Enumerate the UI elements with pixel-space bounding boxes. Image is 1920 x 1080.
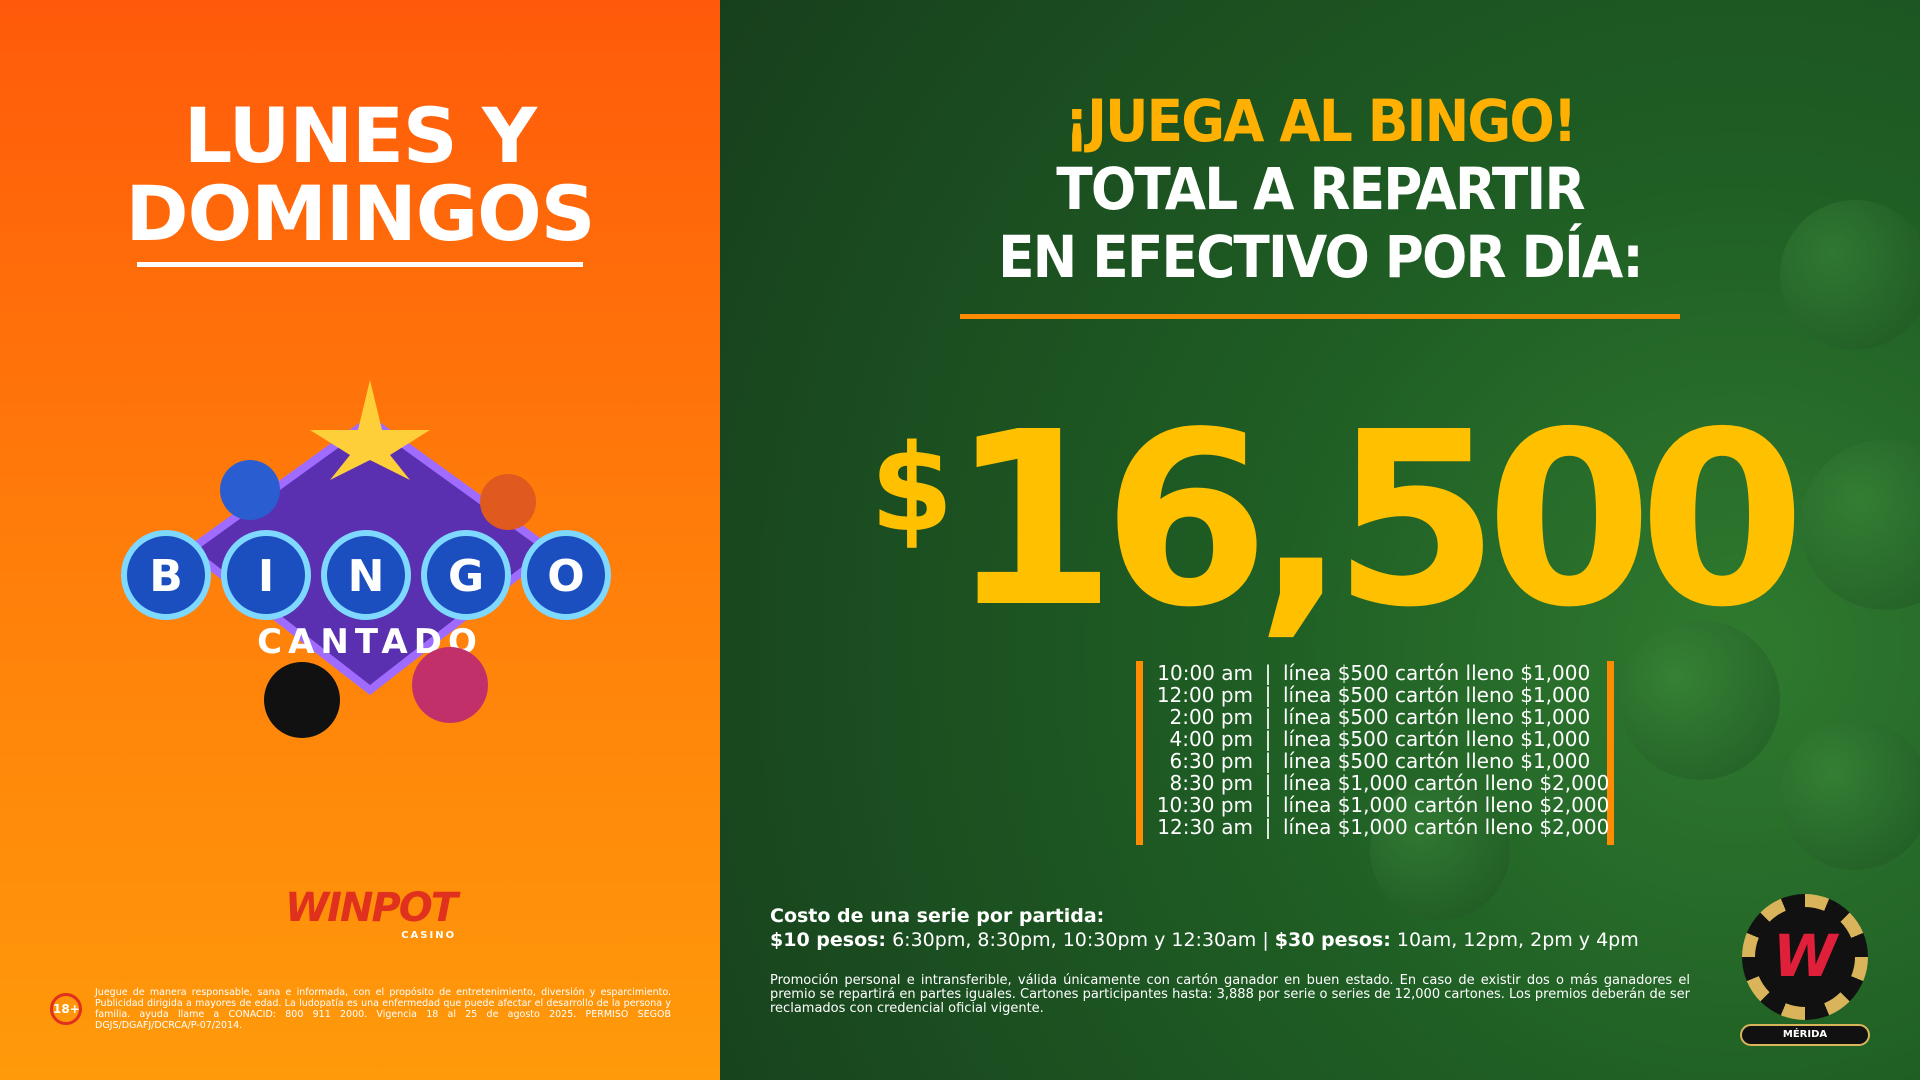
winpot-logo-text: WINPOT (285, 885, 458, 931)
cost-30-label: $30 pesos: (1274, 929, 1391, 951)
schedule-prize: línea $500 cartón lleno $1,000 (1283, 661, 1591, 685)
location-label: MÉRIDA (1740, 1024, 1870, 1046)
logo-letter-n: N (348, 551, 385, 602)
cost-heading: Costo de una serie por partida: (770, 905, 1105, 927)
schedule-row: 10:30 pm | línea $1,000 cartón lleno $2,00… (1130, 794, 1609, 816)
bingo-ball-bg-icon (1800, 440, 1920, 610)
schedule-time: 12:00 pm (1156, 683, 1253, 707)
schedule-divider: | (1264, 661, 1272, 685)
promo-subtitle-2: EN EFECTIVO POR DÍA: (998, 223, 1644, 291)
schedule-time: 2:00 pm (1169, 705, 1253, 729)
bingo-ball-bg-icon (1780, 200, 1920, 350)
promo-terms: Promoción personal e intransferible, vál… (770, 973, 1691, 1016)
eight-ball-icon (264, 662, 340, 738)
schedule-prize: línea $1,000 cartón lleno $2,000 (1283, 793, 1610, 817)
headline-line-2: DOMINGOS (125, 169, 596, 258)
logo-letter-o: O (547, 551, 584, 602)
schedule-row: 2:00 pm | línea $500 cartón lleno $1,000 (1130, 706, 1609, 728)
cost-info: Costo de una serie por partida: $10 peso… (770, 904, 1639, 952)
schedule-right-bar (1607, 661, 1614, 845)
schedule-prize: línea $1,000 cartón lleno $2,000 (1283, 815, 1610, 839)
schedule-prize: línea $1,000 cartón lleno $2,000 (1283, 771, 1610, 795)
schedule-left-bar (1136, 661, 1143, 845)
cost-10-times: 6:30pm, 8:30pm, 10:30pm y 12:30am (892, 929, 1257, 951)
schedule-time: 10:00 am (1157, 661, 1253, 685)
headline-underline (137, 262, 583, 267)
schedule-time: 4:00 pm (1169, 727, 1253, 751)
promo-title: ¡JUEGA AL BINGO! (1064, 87, 1578, 155)
cost-30-times: 10am, 12pm, 2pm y 4pm (1396, 929, 1639, 951)
right-panel: ¡JUEGA AL BINGO! TOTAL A REPARTIR EN EFE… (720, 0, 1920, 1080)
bingo-ball-bg-icon (1370, 780, 1510, 920)
bingo-cantado-logo: B I N G O CANTADO (121, 380, 611, 738)
age-18-badge: 18+ (50, 993, 82, 1025)
schedule-divider: | (1264, 727, 1272, 751)
amount-currency: $ (870, 420, 953, 559)
headline-line-1: LUNES Y (183, 91, 537, 180)
star-icon (310, 380, 430, 480)
schedule-divider: | (1264, 793, 1272, 817)
logo-letter-b: B (149, 551, 183, 602)
total-amount: $16,500 (870, 400, 1806, 640)
title-underline (960, 314, 1680, 319)
logo-letter-g: G (448, 551, 484, 602)
schedule-time: 8:30 pm (1169, 771, 1253, 795)
schedule-prize: línea $500 cartón lleno $1,000 (1283, 705, 1591, 729)
left-panel: LUNES Y DOMINGOS B I N G O CANTADO WINPO… (0, 0, 720, 1080)
schedule-divider: | (1264, 683, 1272, 707)
disclaimer-text: Juegue de manera responsable, sana e inf… (95, 987, 671, 1031)
schedule-divider: | (1264, 705, 1272, 729)
bingo-ball-bg-icon (1780, 720, 1920, 870)
schedule-divider: | (1264, 815, 1272, 839)
schedule-row: 6:30 pm | línea $500 cartón lleno $1,000 (1130, 750, 1609, 772)
schedule-divider: | (1264, 749, 1272, 773)
cost-10-label: $10 pesos: (770, 929, 887, 951)
winpot-logo: WINPOT CASINO (285, 885, 458, 942)
schedule-prize: línea $500 cartón lleno $1,000 (1283, 683, 1591, 707)
schedule-row: 12:30 am | línea $1,000 cartón lleno $2,00… (1130, 816, 1609, 838)
cost-separator: | (1262, 929, 1269, 951)
schedule-divider: | (1264, 771, 1272, 795)
schedule-row: 4:00 pm | línea $500 cartón lleno $1,000 (1130, 728, 1609, 750)
schedule-prize: línea $500 cartón lleno $1,000 (1283, 749, 1591, 773)
schedule-row: 12:00 pm | línea $500 cartón lleno $1,000 (1130, 684, 1609, 706)
bingo-ball-bg-icon (1620, 620, 1780, 780)
pink-ball-icon (412, 647, 488, 723)
schedule-time: 10:30 pm (1156, 793, 1253, 817)
w-logo-icon: W (1755, 907, 1855, 1007)
schedule-list: 10:00 am | línea $500 cartón lleno $1,000 1… (1130, 662, 1609, 838)
winpot-logo-sub: CASINO (401, 930, 457, 941)
winpot-merida-badge: W (1742, 894, 1868, 1020)
schedule-prize: línea $500 cartón lleno $1,000 (1283, 727, 1591, 751)
blue-ball-icon (220, 460, 280, 520)
schedule-row: 8:30 pm | línea $1,000 cartón lleno $2,000 (1130, 771, 1610, 795)
orange-ball-icon (480, 474, 536, 530)
schedule-row: 10:00 am | línea $500 cartón lleno $1,000 (1130, 662, 1609, 684)
schedule-time: 12:30 am (1157, 815, 1253, 839)
amount-value: 16,500 (949, 380, 1806, 660)
schedule-time: 6:30 pm (1169, 749, 1253, 773)
logo-letter-i: I (258, 551, 274, 602)
promo-subtitle-1: TOTAL A REPARTIR (1056, 155, 1585, 223)
